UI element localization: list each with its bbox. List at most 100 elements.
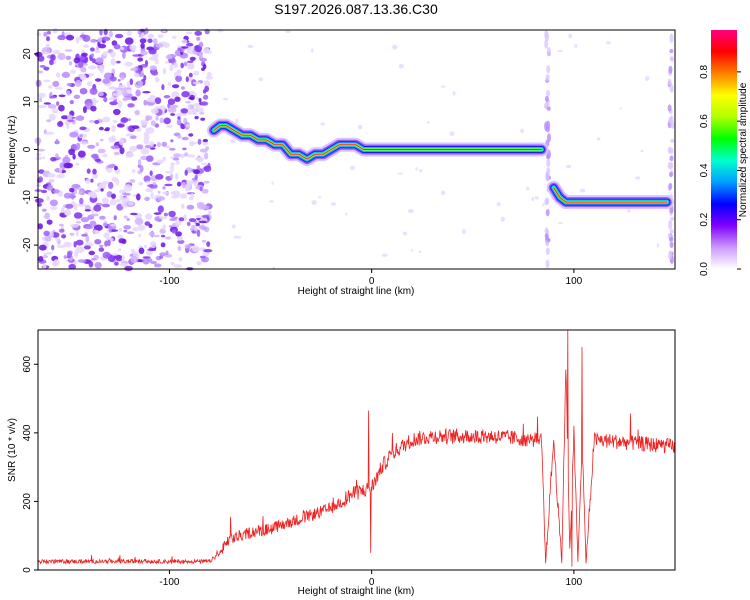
- noise-speckle: [123, 229, 128, 233]
- noise-speckle: [123, 192, 131, 196]
- noise-speckle: [449, 131, 455, 137]
- noise-speckle: [161, 84, 165, 91]
- noise-speckle: [330, 202, 337, 206]
- noise-speckle: [201, 214, 210, 218]
- noise-speckle: [114, 261, 119, 266]
- spectrogram-y-tick-label: -20: [22, 237, 33, 252]
- noise-speckle: [46, 119, 52, 123]
- noise-speckle: [170, 195, 180, 199]
- noise-speckle: [185, 123, 190, 128]
- noise-speckle: [184, 152, 189, 157]
- colorbar-ticks: 0.0 0.2 0.4 0.6 0.8: [699, 64, 741, 276]
- noise-speckle: [207, 210, 212, 215]
- noise-speckle: [35, 156, 43, 161]
- noise-speckle: [67, 114, 73, 120]
- noise-speckle: [163, 117, 171, 125]
- noise-speckle: [143, 134, 150, 140]
- noise-speckle: [165, 170, 173, 174]
- noise-speckle: [63, 241, 72, 248]
- figure-title: S197.2026.087.13.36.C30: [274, 1, 438, 17]
- noise-speckle: [155, 43, 164, 48]
- noise-streak: [669, 237, 674, 242]
- noise-speckle: [69, 187, 75, 193]
- noise-speckle: [111, 125, 116, 133]
- noise-speckle: [145, 213, 153, 221]
- noise-streak: [546, 65, 551, 74]
- noise-speckle: [69, 131, 79, 138]
- spectrogram-y-tick-label: 10: [22, 96, 33, 108]
- noise-speckle: [644, 76, 650, 81]
- noise-speckle: [89, 87, 98, 95]
- noise-speckle: [162, 156, 166, 162]
- noise-speckle: [77, 259, 87, 263]
- noise-speckle: [145, 127, 155, 134]
- noise-speckle: [79, 197, 84, 205]
- noise-speckle: [61, 71, 71, 78]
- noise-speckle: [46, 30, 51, 35]
- noise-speckle: [112, 120, 118, 123]
- noise-speckle: [48, 85, 53, 89]
- noise-speckle: [43, 31, 48, 37]
- noise-speckle: [91, 153, 99, 159]
- noise-speckle: [108, 136, 117, 143]
- noise-speckle: [357, 124, 363, 130]
- noise-speckle: [116, 60, 121, 64]
- noise-speckle: [201, 67, 205, 71]
- noise-speckle: [142, 91, 151, 94]
- noise-speckle: [147, 184, 155, 188]
- noise-speckle: [88, 261, 94, 268]
- noise-speckle: [188, 196, 193, 201]
- noise-speckle: [441, 85, 446, 88]
- noise-speckle: [68, 61, 73, 66]
- noise-streak: [669, 229, 674, 234]
- noise-speckle: [91, 208, 95, 214]
- noise-speckle: [143, 244, 148, 249]
- noise-speckle: [101, 197, 109, 205]
- noise-speckle: [397, 172, 404, 175]
- noise-speckle: [195, 222, 200, 227]
- noise-speckle: [113, 215, 117, 221]
- noise-speckle: [113, 151, 120, 156]
- noise-speckle: [130, 255, 138, 264]
- noise-speckle: [114, 165, 118, 171]
- noise-streak: [670, 56, 674, 62]
- noise-streak: [544, 39, 549, 49]
- noise-speckle: [176, 235, 184, 241]
- noise-speckle: [410, 249, 413, 252]
- noise-speckle: [147, 248, 156, 251]
- noise-speckle: [202, 89, 207, 94]
- noise-speckle: [119, 189, 126, 194]
- noise-speckle: [103, 96, 108, 103]
- noise-speckle: [188, 218, 197, 223]
- spectrogram-x-label: Height of straight line (km): [298, 286, 415, 297]
- spectral-ridge: [206, 118, 674, 210]
- noise-speckle: [185, 31, 193, 35]
- noise-speckle: [122, 97, 128, 102]
- noise-speckle: [139, 38, 147, 44]
- noise-speckle: [102, 222, 108, 227]
- noise-speckle: [118, 238, 126, 244]
- noise-speckle: [110, 223, 117, 227]
- noise-speckle: [83, 245, 91, 250]
- noise-speckle: [196, 261, 202, 266]
- noise-speckle: [150, 241, 157, 249]
- noise-speckle: [198, 41, 204, 48]
- noise-speckle: [160, 242, 166, 248]
- noise-speckle: [175, 75, 183, 82]
- noise-speckle: [63, 192, 73, 199]
- noise-speckle: [149, 94, 155, 98]
- noise-speckle: [75, 162, 80, 166]
- noise-speckle: [173, 62, 178, 69]
- noise-streak: [545, 247, 550, 255]
- noise-speckle: [91, 257, 96, 261]
- noise-speckle: [110, 145, 120, 150]
- noise-speckle: [174, 173, 179, 180]
- noise-speckle: [191, 230, 197, 234]
- noise-speckle: [193, 169, 200, 175]
- noise-speckle: [37, 70, 44, 74]
- noise-speckle: [440, 190, 446, 196]
- noise-speckle: [520, 128, 524, 134]
- noise-speckle: [137, 224, 146, 231]
- noise-speckle: [75, 36, 79, 44]
